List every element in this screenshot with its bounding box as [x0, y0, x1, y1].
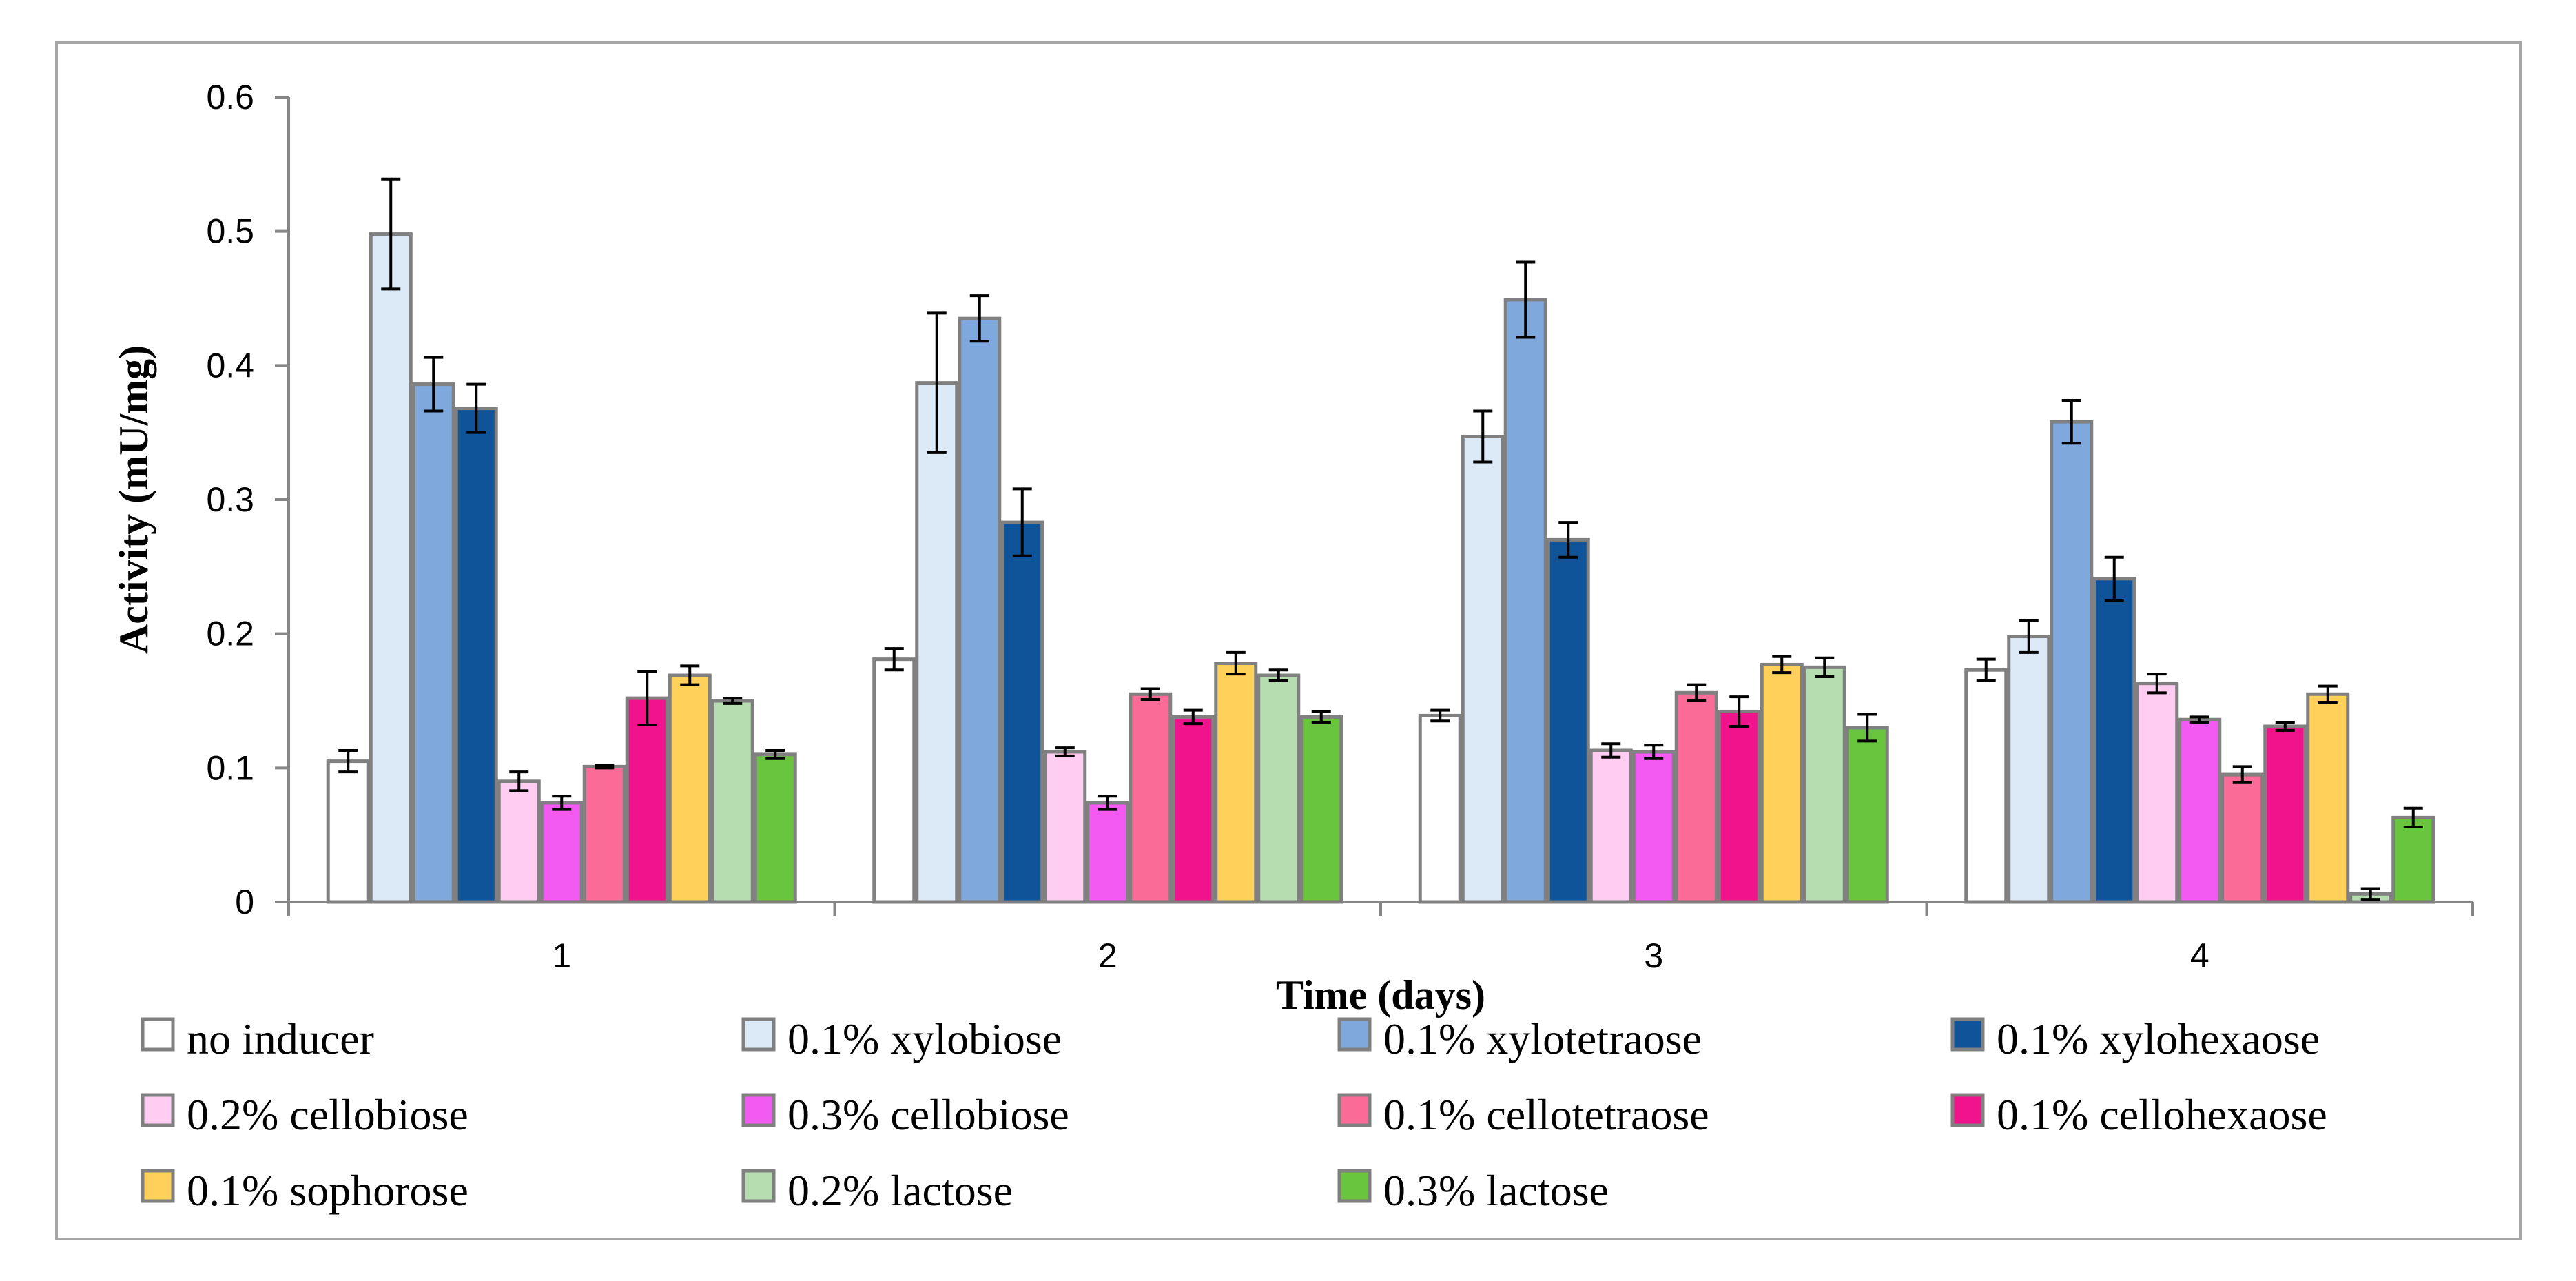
- bar: [1845, 726, 1889, 904]
- x-tick-label: 1: [552, 936, 571, 975]
- legend-swatch: [741, 1169, 776, 1203]
- chart-frame: 0 0.1 0.2 0.3 0.4 0.5 0.6 1 2 3 4 Time (days) Activi…: [55, 41, 2522, 1240]
- legend-swatch: [1950, 1093, 1985, 1127]
- bar: [872, 657, 916, 904]
- x-tick-label: 4: [2190, 936, 2209, 975]
- legend-label: 0.3% lactose: [1383, 1166, 1609, 1215]
- legend-swatch: [741, 1017, 776, 1052]
- bar: [497, 779, 541, 904]
- legend-label: 0.1% cellotetraose: [1383, 1090, 1709, 1139]
- x-tick-label: 2: [1098, 936, 1117, 975]
- bar: [1674, 690, 1718, 904]
- bar: [710, 699, 754, 904]
- bar: [454, 407, 498, 904]
- legend-label: no inducer: [187, 1014, 374, 1063]
- bar: [2092, 577, 2136, 904]
- bar: [1129, 692, 1173, 904]
- axis-label-group: 0 0.1 0.2 0.3 0.4 0.5 0.6 1 2 3 4 Time (days) Activi…: [111, 78, 2209, 1018]
- legend-swatch: [141, 1169, 175, 1203]
- x-axis-title: Time (days): [1276, 972, 1485, 1018]
- legend-label: 0.1% xylotetraose: [1383, 1014, 1702, 1063]
- legend-label: 0.2% lactose: [787, 1166, 1013, 1215]
- bar: [1257, 673, 1301, 904]
- bar: [2263, 724, 2307, 904]
- bar: [411, 382, 455, 904]
- bar: [2178, 717, 2222, 904]
- bar: [1964, 668, 2008, 904]
- bar: [1760, 662, 1804, 904]
- bar: [2050, 420, 2094, 904]
- legend-swatch: [141, 1017, 175, 1052]
- bar: [326, 759, 370, 904]
- legend-item: 0.1% xylohexaose: [1950, 1014, 2320, 1063]
- legend-item: 0.1% cellotetraose: [1337, 1090, 1709, 1139]
- bar: [1214, 661, 1258, 904]
- legend-label: 0.3% cellobiose: [787, 1090, 1069, 1139]
- legend-item: 0.1% cellohexaose: [1950, 1090, 2327, 1139]
- bar: [1546, 537, 1590, 904]
- legend-swatch: [1337, 1169, 1372, 1203]
- legend-swatch: [1337, 1017, 1372, 1052]
- y-tick-label: 0.1: [206, 748, 254, 787]
- bar-chart: 0 0.1 0.2 0.3 0.4 0.5 0.6 1 2 3 4 Time (days) Activi…: [111, 78, 2474, 1215]
- error-bar-group: [338, 177, 2423, 901]
- legend-item: 0.1% xylobiose: [741, 1014, 1062, 1063]
- y-tick-label: 0: [235, 883, 254, 921]
- legend-swatch: [741, 1093, 776, 1127]
- legend-item: 0.2% cellobiose: [141, 1090, 468, 1139]
- bar: [2135, 682, 2179, 904]
- y-tick-label: 0.3: [206, 480, 254, 519]
- y-tick-label: 0.6: [206, 78, 254, 116]
- bar: [1717, 710, 1761, 904]
- legend-label: 0.1% xylobiose: [787, 1014, 1062, 1063]
- x-tick-label: 3: [1644, 936, 1663, 975]
- bar: [1418, 713, 1462, 904]
- legend-item: 0.1% sophorose: [141, 1166, 468, 1215]
- bar: [625, 696, 669, 904]
- bar: [2007, 635, 2051, 904]
- bar: [1461, 435, 1505, 904]
- bar: [539, 801, 584, 904]
- legend-item: 0.3% cellobiose: [741, 1090, 1069, 1139]
- bar: [1043, 750, 1087, 904]
- bar: [369, 232, 413, 904]
- bar: [915, 381, 959, 904]
- legend-label: 0.1% sophorose: [187, 1166, 468, 1215]
- bar: [1631, 750, 1676, 904]
- bar: [1802, 665, 1846, 904]
- legend-swatch: [1950, 1017, 1985, 1052]
- bar: [2220, 772, 2265, 904]
- bar: [958, 316, 1002, 904]
- legend-item: 0.2% lactose: [741, 1166, 1013, 1215]
- bar: [1171, 715, 1215, 904]
- y-axis-title: Activity (mU/mg): [111, 345, 156, 654]
- legend-label: 0.1% cellohexaose: [1997, 1090, 2327, 1139]
- bar: [1589, 748, 1633, 904]
- y-tick-label: 0.5: [206, 212, 254, 251]
- legend-label: 0.1% xylohexaose: [1997, 1014, 2320, 1063]
- legend-swatch: [1337, 1093, 1372, 1127]
- bar: [2306, 692, 2350, 904]
- legend-swatch: [141, 1093, 175, 1127]
- bar: [753, 752, 797, 904]
- y-tick-label: 0.4: [206, 346, 254, 385]
- legend-item: no inducer: [141, 1014, 374, 1063]
- bar: [2391, 815, 2435, 904]
- bar-series-group: [326, 232, 2435, 904]
- bar: [1299, 715, 1343, 904]
- bar: [1086, 801, 1130, 904]
- legend-item: 0.1% xylotetraose: [1337, 1014, 1702, 1063]
- bar: [1503, 298, 1547, 904]
- y-tick-label: 0.2: [206, 615, 254, 653]
- legend-label: 0.2% cellobiose: [187, 1090, 468, 1139]
- bar: [668, 673, 712, 904]
- legend: no inducer 0.1% xylobiose 0.1% xylotetraos…: [141, 1014, 2327, 1215]
- bar: [582, 764, 626, 904]
- bar: [1000, 520, 1044, 904]
- legend-item: 0.3% lactose: [1337, 1166, 1609, 1215]
